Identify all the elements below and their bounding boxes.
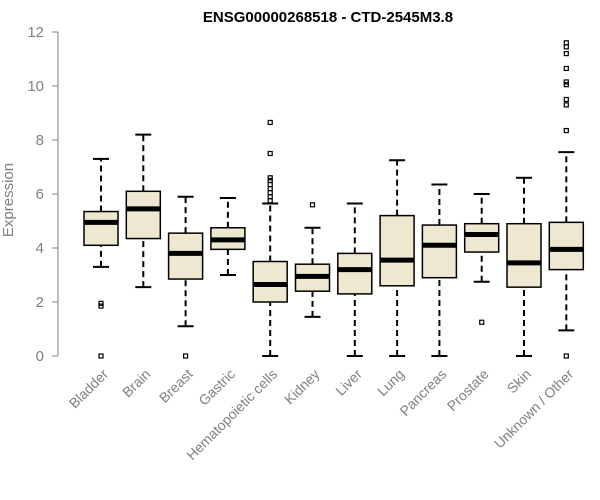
outlier-point <box>183 353 189 359</box>
y-tick-label: 8 <box>36 132 44 149</box>
outlier-point <box>267 177 273 184</box>
outlier-point <box>98 353 104 359</box>
y-tick-label: 6 <box>36 186 44 203</box>
iqr-box <box>421 224 458 279</box>
box-brain <box>125 133 162 289</box>
outlier-point <box>563 44 569 50</box>
outlier-point <box>267 119 273 126</box>
iqr-box <box>379 214 415 287</box>
box-lung <box>379 159 415 357</box>
outlier-point <box>563 79 569 85</box>
outlier-point <box>267 181 273 188</box>
box-skin <box>506 176 542 357</box>
iqr-box <box>548 221 585 271</box>
outlier-point <box>563 65 569 72</box>
y-tick-label: 0 <box>36 348 44 365</box>
outlier-point <box>563 353 569 359</box>
y-tick-label: 12 <box>27 24 44 41</box>
chart-title: ENSG00000268518 - CTD-2545M3.8 <box>203 9 453 26</box>
outlier-point <box>267 198 273 204</box>
y-axis: 0 2 4 6 8 10 12 <box>27 24 59 365</box>
x-tick-label: Pancreas <box>396 366 449 419</box>
outlier-point <box>309 202 316 208</box>
outlier-point <box>267 190 273 196</box>
box-hematopoietic-cells <box>252 119 288 357</box>
x-tick-label: Breast <box>156 366 196 406</box>
y-tick-label: 10 <box>27 78 44 95</box>
box-liver <box>337 202 373 357</box>
boxes-layer <box>83 40 585 359</box>
box-bladder <box>83 157 119 359</box>
x-tick-label: Prostate <box>444 366 492 414</box>
x-tick-label: Skin <box>504 366 535 397</box>
x-tick-label: Kidney <box>281 366 323 408</box>
iqr-box <box>506 222 542 288</box>
iqr-box <box>463 222 500 253</box>
outlier-point <box>267 186 273 192</box>
box-unknown-other <box>548 40 585 359</box>
x-tick-label: Brain <box>119 366 153 400</box>
outlier-point <box>98 300 104 306</box>
y-tick-label: 2 <box>36 294 44 311</box>
outlier-point <box>563 127 569 134</box>
iqr-box <box>83 210 119 247</box>
x-tick-label: Lung <box>374 366 407 399</box>
box-pancreas <box>421 183 458 357</box>
outlier-point <box>267 175 273 181</box>
outlier-point <box>98 303 104 309</box>
iqr-box <box>337 252 373 295</box>
outlier-point <box>563 82 569 88</box>
box-kidney <box>294 202 331 318</box>
box-prostate <box>463 193 500 325</box>
iqr-box <box>167 232 204 280</box>
outlier-point <box>267 194 273 200</box>
outlier-point <box>563 50 569 57</box>
y-axis-title: Expression <box>0 163 17 237</box>
outlier-point <box>563 96 569 103</box>
x-tick-label: Unknown / Other <box>491 366 577 452</box>
box-gastric <box>210 197 246 276</box>
iqr-box <box>125 190 162 240</box>
outlier-point <box>563 40 569 46</box>
x-tick-label: Bladder <box>66 366 112 412</box>
outlier-point <box>563 102 569 108</box>
outlier-point <box>267 150 273 157</box>
x-tick-label: Liver <box>332 366 365 399</box>
iqr-box <box>252 260 288 303</box>
outlier-point <box>479 319 485 325</box>
y-tick-label: 4 <box>36 240 44 257</box>
box-breast <box>167 195 204 359</box>
